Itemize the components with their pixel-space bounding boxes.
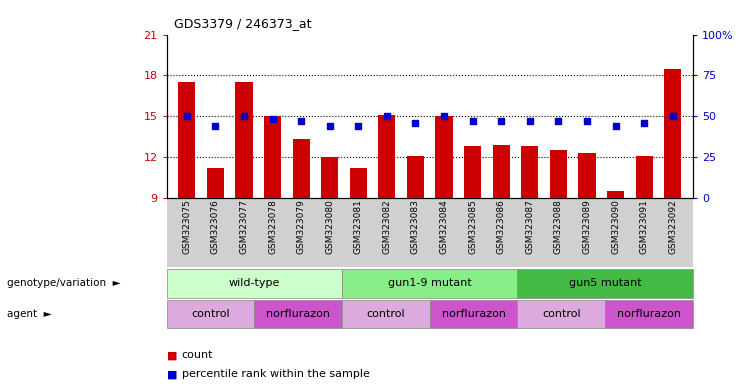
Text: norflurazon: norflurazon <box>442 309 505 319</box>
Text: ■: ■ <box>167 350 177 360</box>
Bar <box>664 69 682 198</box>
Text: control: control <box>191 309 230 319</box>
Point <box>467 118 479 124</box>
Text: count: count <box>182 350 213 360</box>
Text: agent  ►: agent ► <box>7 309 52 319</box>
Text: GDS3379 / 246373_at: GDS3379 / 246373_at <box>174 17 312 30</box>
Bar <box>293 139 310 198</box>
Point <box>495 118 507 124</box>
Text: gun1-9 mutant: gun1-9 mutant <box>388 278 472 288</box>
Text: norflurazon: norflurazon <box>617 309 681 319</box>
Text: control: control <box>367 309 405 319</box>
Bar <box>636 156 653 198</box>
Bar <box>579 153 596 198</box>
Point <box>524 118 536 124</box>
Point <box>267 116 279 122</box>
Text: genotype/variation  ►: genotype/variation ► <box>7 278 121 288</box>
Point <box>181 113 193 119</box>
Bar <box>464 146 481 198</box>
Text: percentile rank within the sample: percentile rank within the sample <box>182 369 370 379</box>
Point <box>295 118 307 124</box>
Point <box>581 118 593 124</box>
Point <box>667 113 679 119</box>
Bar <box>379 115 396 198</box>
Bar <box>436 116 453 198</box>
Text: gun5 mutant: gun5 mutant <box>569 278 642 288</box>
Point <box>638 120 650 126</box>
Point <box>381 113 393 119</box>
Text: wild-type: wild-type <box>229 278 280 288</box>
Point <box>553 118 565 124</box>
Point <box>210 123 222 129</box>
Bar <box>207 168 224 198</box>
Point <box>324 123 336 129</box>
Bar <box>521 146 539 198</box>
Point <box>410 120 422 126</box>
Point <box>238 113 250 119</box>
Bar <box>236 82 253 198</box>
Bar <box>407 156 424 198</box>
Point <box>610 123 622 129</box>
Bar <box>607 191 624 198</box>
Bar <box>321 157 339 198</box>
Bar <box>350 168 367 198</box>
Point <box>353 123 365 129</box>
Bar <box>178 82 196 198</box>
Point <box>438 113 450 119</box>
Bar <box>264 116 281 198</box>
Text: norflurazon: norflurazon <box>266 309 330 319</box>
Bar <box>493 145 510 198</box>
Text: ■: ■ <box>167 369 177 379</box>
Text: control: control <box>542 309 581 319</box>
Bar <box>550 150 567 198</box>
